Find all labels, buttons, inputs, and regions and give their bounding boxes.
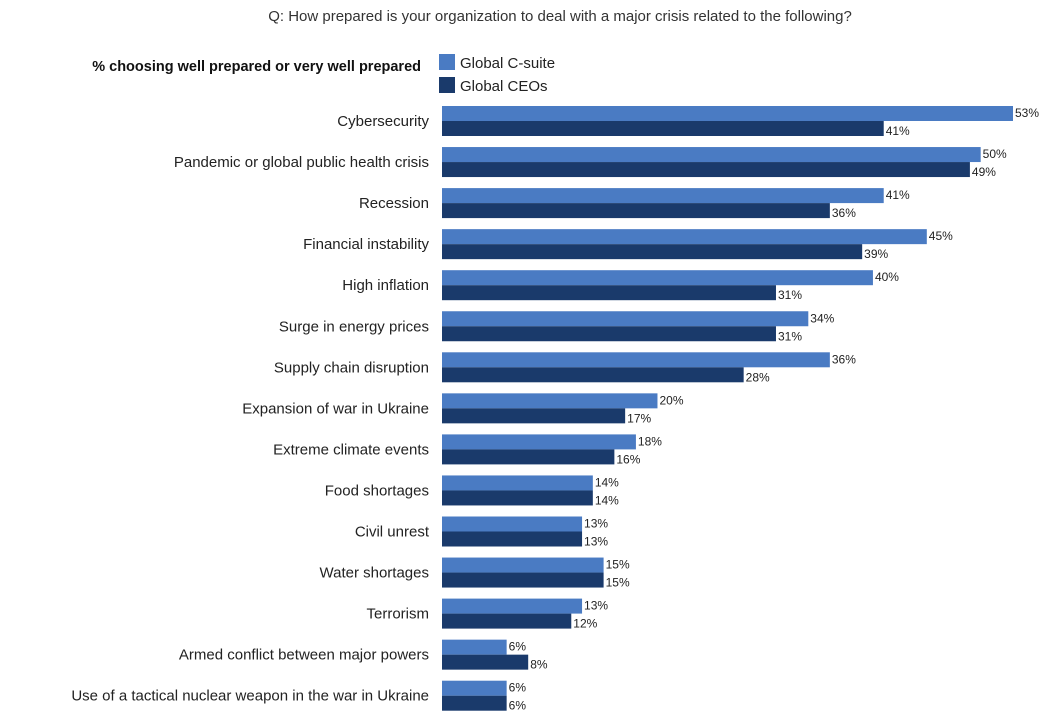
bar-global-ceos-armed-conflict-between-major-powers	[442, 654, 529, 670]
chart-subtitle: % choosing well prepared or very well pr…	[92, 59, 421, 75]
category-label-high-inflation: High inflation	[342, 277, 429, 294]
bar-global-ceos-terrorism	[442, 613, 572, 629]
bar-global-ceos-high-inflation	[442, 285, 776, 301]
data-label-global-ceos-pandemic-or-global-public-health-crisis: 49%	[972, 165, 996, 179]
data-label-global-c-suite-extreme-climate-events: 18%	[638, 434, 662, 448]
data-label-global-ceos-armed-conflict-between-major-powers: 8%	[530, 658, 548, 672]
category-label-expansion-of-war-in-ukraine: Expansion of war in Ukraine	[242, 400, 429, 417]
data-label-global-ceos-recession: 36%	[832, 206, 856, 220]
legend-label-global-ceos: Global CEOs	[460, 78, 548, 95]
category-label-financial-instability: Financial instability	[303, 236, 429, 253]
bar-global-c-suite-surge-in-energy-prices	[442, 311, 809, 327]
data-label-global-c-suite-pandemic-or-global-public-health-crisis: 50%	[983, 147, 1007, 161]
data-label-global-c-suite-terrorism: 13%	[584, 599, 608, 613]
data-label-global-c-suite-cybersecurity: 53%	[1015, 106, 1039, 120]
bar-global-ceos-pandemic-or-global-public-health-crisis	[442, 162, 970, 178]
plot-area: Cybersecurity 53% 41% Pandemic or global pu…	[71, 106, 1039, 711]
bar-global-ceos-recession	[442, 203, 830, 219]
data-label-global-ceos-financial-instability: 39%	[864, 247, 888, 261]
bar-global-ceos-financial-instability	[442, 244, 863, 260]
data-label-global-ceos-terrorism: 12%	[573, 617, 597, 631]
category-label-armed-conflict-between-major-powers: Armed conflict between major powers	[179, 647, 429, 664]
data-label-global-ceos-supply-chain-disruption: 28%	[746, 370, 770, 384]
bar-global-c-suite-armed-conflict-between-major-powers	[442, 639, 507, 655]
category-label-food-shortages: Food shortages	[325, 482, 429, 499]
bar-global-c-suite-food-shortages	[442, 475, 593, 491]
bar-global-c-suite-civil-unrest	[442, 516, 583, 532]
data-label-global-c-suite-expansion-of-war-in-ukraine: 20%	[659, 393, 683, 407]
bar-global-c-suite-use-of-a-tactical-nuclear-weapon-in-the-war-in-ukraine	[442, 680, 507, 696]
bar-global-c-suite-expansion-of-war-in-ukraine	[442, 393, 658, 409]
category-label-cybersecurity: Cybersecurity	[337, 113, 429, 130]
data-label-global-ceos-surge-in-energy-prices: 31%	[778, 329, 802, 343]
data-label-global-c-suite-armed-conflict-between-major-powers: 6%	[509, 640, 527, 654]
bar-global-c-suite-terrorism	[442, 598, 583, 614]
bar-global-ceos-civil-unrest	[442, 531, 583, 547]
data-label-global-c-suite-supply-chain-disruption: 36%	[832, 352, 856, 366]
data-label-global-ceos-high-inflation: 31%	[778, 288, 802, 302]
bar-global-c-suite-supply-chain-disruption	[442, 352, 830, 368]
category-label-pandemic-or-global-public-health-crisis: Pandemic or global public health crisis	[174, 154, 429, 171]
bar-global-c-suite-financial-instability	[442, 229, 927, 245]
data-label-global-ceos-use-of-a-tactical-nuclear-weapon-in-the-war-in-ukraine: 6%	[509, 699, 527, 711]
category-label-use-of-a-tactical-nuclear-weapon-in-the-war-in-ukraine: Use of a tactical nuclear weapon in the …	[71, 688, 429, 705]
data-label-global-ceos-cybersecurity: 41%	[886, 124, 910, 138]
chart-title: Q: How prepared is your organization to …	[268, 8, 852, 25]
bar-global-ceos-water-shortages	[442, 572, 604, 588]
category-label-supply-chain-disruption: Supply chain disruption	[274, 359, 429, 376]
data-label-global-ceos-expansion-of-war-in-ukraine: 17%	[627, 411, 651, 425]
bar-global-c-suite-pandemic-or-global-public-health-crisis	[442, 147, 981, 163]
legend-label-global-c-suite: Global C-suite	[460, 55, 555, 72]
legend-swatch-global-ceos	[439, 77, 455, 93]
legend: Global C-suite Global CEOs	[439, 54, 555, 95]
data-label-global-ceos-extreme-climate-events: 16%	[616, 452, 640, 466]
bar-global-ceos-food-shortages	[442, 490, 593, 506]
bar-global-ceos-supply-chain-disruption	[442, 367, 744, 383]
data-label-global-c-suite-high-inflation: 40%	[875, 270, 899, 284]
bar-global-c-suite-recession	[442, 188, 884, 204]
data-label-global-c-suite-surge-in-energy-prices: 34%	[810, 311, 834, 325]
data-label-global-c-suite-food-shortages: 14%	[595, 475, 619, 489]
bar-global-ceos-extreme-climate-events	[442, 449, 615, 465]
data-label-global-c-suite-financial-instability: 45%	[929, 229, 953, 243]
bar-global-ceos-expansion-of-war-in-ukraine	[442, 408, 626, 424]
data-label-global-c-suite-water-shortages: 15%	[606, 558, 630, 572]
data-label-global-c-suite-civil-unrest: 13%	[584, 517, 608, 531]
category-label-extreme-climate-events: Extreme climate events	[273, 441, 429, 458]
bar-global-ceos-use-of-a-tactical-nuclear-weapon-in-the-war-in-ukraine	[442, 695, 507, 711]
category-label-recession: Recession	[359, 195, 429, 212]
data-label-global-c-suite-recession: 41%	[886, 188, 910, 202]
bar-global-c-suite-water-shortages	[442, 557, 604, 573]
category-label-terrorism: Terrorism	[367, 606, 430, 623]
bar-global-ceos-surge-in-energy-prices	[442, 326, 776, 342]
data-label-global-ceos-water-shortages: 15%	[606, 576, 630, 590]
data-label-global-c-suite-use-of-a-tactical-nuclear-weapon-in-the-war-in-ukraine: 6%	[509, 681, 527, 695]
category-label-civil-unrest: Civil unrest	[355, 524, 430, 541]
data-label-global-ceos-food-shortages: 14%	[595, 493, 619, 507]
data-label-global-ceos-civil-unrest: 13%	[584, 535, 608, 549]
category-label-surge-in-energy-prices: Surge in energy prices	[279, 318, 429, 335]
bar-global-c-suite-high-inflation	[442, 270, 873, 286]
bar-global-c-suite-cybersecurity	[442, 106, 1013, 121]
bar-global-ceos-cybersecurity	[442, 121, 884, 136]
legend-swatch-global-c-suite	[439, 54, 455, 70]
bar-global-c-suite-extreme-climate-events	[442, 434, 636, 450]
category-label-water-shortages: Water shortages	[320, 565, 430, 582]
